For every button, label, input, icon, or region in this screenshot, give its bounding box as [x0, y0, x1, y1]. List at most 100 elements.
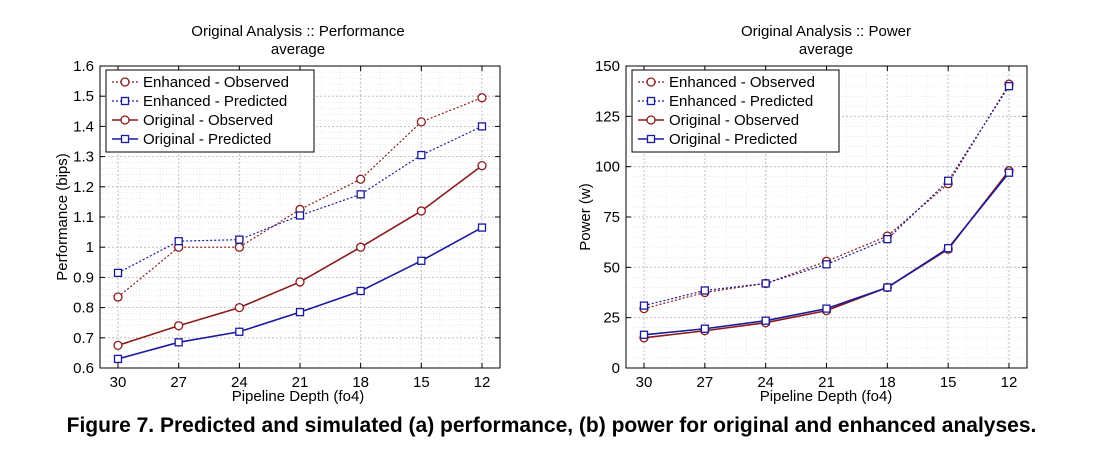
y-tick-label: 1.1: [73, 209, 94, 226]
y-tick-label: 1.4: [73, 118, 94, 135]
data-point: [477, 93, 487, 103]
power-chart: 30 27 24 21 18 15 12 0 25 50 75 100 125 150 Original A…: [577, 23, 1028, 405]
legend: Enhanced - Observed Enhanced - Predicted O…: [631, 69, 840, 153]
chart-title: Original Analysis :: Performance: [191, 23, 404, 40]
legend-label: Original - Observed: [143, 112, 273, 129]
x-axis-label: Pipeline Depth (fo4): [760, 388, 893, 405]
y-tick-label: 25: [603, 310, 620, 327]
data-point: [944, 176, 953, 185]
y-tick-label: 1.3: [73, 149, 94, 166]
data-point: [113, 268, 123, 278]
series-enhanced-predicted: [113, 122, 487, 278]
legend-label: Enhanced - Observed: [143, 74, 289, 91]
data-point: [883, 283, 892, 292]
y-tick-label: 75: [603, 209, 620, 226]
legend-marker: [120, 77, 130, 87]
data-point: [113, 292, 123, 302]
data-point: [356, 242, 366, 252]
chart-subtitle: average: [799, 41, 853, 58]
figure-caption: Figure 7. Predicted and simulated (a) pe…: [66, 414, 1037, 437]
chart-subtitle: average: [271, 41, 325, 58]
series-enhanced-predicted: [639, 81, 1014, 310]
y-axis-label: Performance (bips): [54, 153, 71, 281]
y-tick-label: 50: [603, 259, 620, 276]
y-tick-label: 125: [595, 108, 620, 125]
legend-marker: [646, 115, 656, 125]
x-tick-label: 15: [940, 374, 957, 391]
x-tick-label: 21: [292, 374, 309, 391]
data-point: [822, 304, 831, 313]
x-tick-label: 18: [879, 374, 896, 391]
data-point: [1004, 81, 1014, 91]
y-tick-label: 150: [595, 58, 620, 75]
data-point: [174, 321, 184, 331]
data-point: [235, 235, 244, 244]
data-point: [113, 354, 123, 364]
y-tick-label: 0.8: [73, 300, 94, 317]
data-point: [822, 260, 831, 269]
legend: Enhanced - Observed Enhanced - Predicted O…: [105, 69, 315, 153]
data-point: [235, 327, 244, 336]
legend-box: [105, 69, 315, 153]
data-point: [295, 277, 305, 287]
data-point: [700, 286, 709, 295]
legend-marker: [120, 96, 130, 106]
x-tick-label: 12: [1001, 374, 1018, 391]
y-tick-label: 1.5: [73, 88, 94, 105]
data-point: [234, 302, 244, 313]
data-point: [416, 206, 426, 216]
legend-marker: [646, 96, 656, 106]
data-point: [356, 190, 365, 199]
legend-marker: [120, 134, 130, 144]
x-tick-label: 24: [231, 374, 248, 391]
legend-marker: [120, 115, 130, 125]
data-point: [295, 307, 305, 317]
data-point: [417, 150, 426, 160]
y-tick-label: 0.7: [73, 330, 94, 347]
x-tick-label: 15: [413, 374, 430, 391]
y-tick-label: 100: [595, 159, 620, 176]
y-tick-label: 1.2: [73, 179, 94, 196]
data-point: [883, 234, 892, 244]
x-tick-label: 12: [474, 374, 491, 391]
data-point: [761, 279, 770, 288]
legend-label: Enhanced - Predicted: [143, 93, 287, 110]
data-point: [295, 211, 305, 220]
legend-marker: [646, 134, 656, 144]
x-tick-label: 27: [170, 374, 187, 391]
data-point: [477, 122, 487, 131]
y-tick-label: 0.9: [73, 269, 94, 286]
data-point: [639, 330, 649, 339]
x-tick-label: 30: [636, 374, 653, 391]
performance-chart: 30 27 24 21 18 15 12 0.6 0.7 0.8 0.9 1 1.1 1.2 1.3 1.4 1…: [54, 23, 501, 405]
series-original-observed: [113, 161, 487, 351]
data-point: [639, 301, 649, 310]
data-point: [416, 117, 426, 127]
legend-label: Enhanced - Predicted: [669, 93, 813, 110]
data-point: [174, 237, 183, 246]
data-point: [113, 340, 123, 351]
data-point: [700, 324, 709, 333]
y-tick-label: 0.6: [73, 360, 94, 377]
data-point: [477, 223, 487, 232]
x-tick-label: 24: [757, 374, 774, 391]
data-point: [1004, 168, 1014, 177]
y-axis-label: Power (w): [577, 183, 594, 251]
x-tick-label: 21: [818, 374, 835, 391]
data-point: [356, 286, 365, 296]
legend-label: Original - Observed: [669, 112, 799, 129]
chart-title: Original Analysis :: Power: [741, 23, 911, 40]
legend-box: [631, 69, 840, 153]
x-axis-label: Pipeline Depth (fo4): [232, 388, 365, 405]
legend-label: Enhanced - Observed: [669, 74, 815, 91]
data-point: [417, 256, 426, 265]
series-original-predicted: [639, 168, 1014, 339]
y-tick-label: 0: [612, 360, 620, 377]
data-point: [477, 161, 487, 171]
legend-marker: [646, 77, 656, 87]
data-point: [356, 174, 366, 184]
series-original-predicted: [113, 223, 487, 364]
x-tick-label: 18: [352, 374, 369, 391]
y-tick-label: 1: [86, 239, 94, 256]
